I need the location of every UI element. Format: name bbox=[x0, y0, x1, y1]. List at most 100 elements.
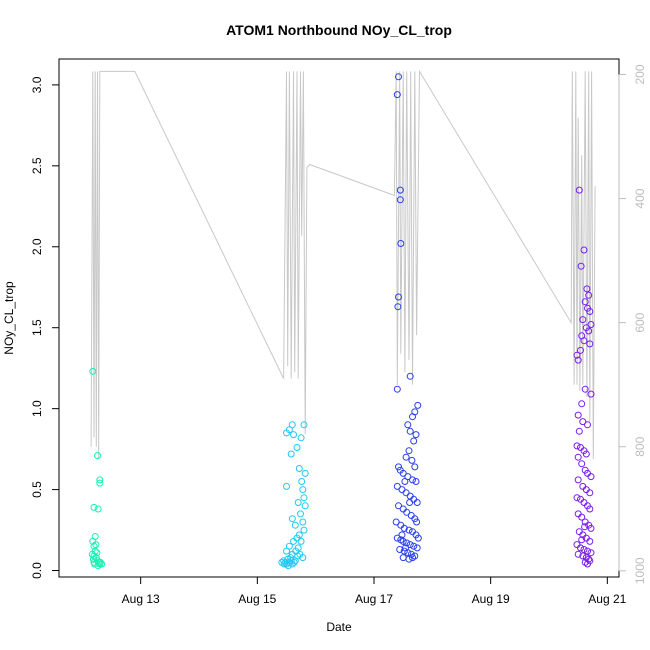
data-point-series-4 bbox=[585, 291, 593, 299]
data-point-series-3 bbox=[394, 303, 402, 311]
data-point-series-3 bbox=[405, 555, 413, 563]
data-point-series-2 bbox=[294, 552, 302, 560]
data-point-series-2 bbox=[301, 502, 309, 510]
data-point-series-2 bbox=[299, 518, 307, 526]
y-axis-label: NOy_CL_trop bbox=[2, 281, 16, 355]
data-point-series-4 bbox=[580, 337, 588, 345]
y-tick-label: 0.0 bbox=[30, 562, 44, 579]
data-point-series-2 bbox=[287, 450, 295, 458]
data-point-series-3 bbox=[414, 534, 422, 542]
y-tick-label: 1.0 bbox=[30, 400, 44, 417]
data-point-series-3 bbox=[402, 544, 409, 552]
data-point-series-3 bbox=[412, 478, 420, 485]
data-point-series-4 bbox=[586, 308, 594, 315]
data-point-series-1 bbox=[94, 562, 102, 570]
right-axis-tick-label: 200 bbox=[633, 64, 647, 84]
right-axis-tick-label: 400 bbox=[633, 188, 647, 208]
y-tick-label: 2.0 bbox=[30, 238, 44, 255]
pressure-trace-layer bbox=[90, 69, 596, 460]
data-point-series-2 bbox=[284, 562, 292, 570]
data-point-series-3 bbox=[404, 421, 412, 429]
data-point-series-2 bbox=[301, 469, 309, 477]
data-point-series-1 bbox=[88, 550, 96, 558]
data-point-series-4 bbox=[573, 494, 581, 502]
data-point-series-4 bbox=[579, 552, 587, 560]
data-point-series-2 bbox=[294, 544, 302, 552]
data-point-series-3 bbox=[410, 437, 418, 445]
data-point-series-2 bbox=[288, 421, 296, 429]
data-point-series-2 bbox=[298, 478, 306, 485]
data-point-series-3 bbox=[411, 515, 419, 523]
right-axis-tick-label: 600 bbox=[633, 312, 647, 332]
data-point-series-3 bbox=[406, 372, 414, 380]
data-point-series-3 bbox=[392, 518, 400, 526]
data-point-series-4 bbox=[584, 421, 591, 429]
data-point-series-4 bbox=[586, 537, 594, 545]
data-point-series-2 bbox=[287, 554, 295, 562]
data-point-series-3 bbox=[395, 463, 402, 471]
data-point-series-4 bbox=[573, 541, 581, 549]
data-point-series-4 bbox=[584, 560, 591, 568]
data-point-series-4 bbox=[574, 356, 582, 364]
data-point-series-4 bbox=[586, 340, 594, 348]
data-point-series-2 bbox=[290, 558, 298, 566]
data-points-layer bbox=[88, 73, 595, 570]
plot-frame bbox=[58, 58, 620, 578]
data-point-series-4 bbox=[579, 418, 587, 426]
data-point-series-4 bbox=[581, 523, 589, 531]
data-point-series-3 bbox=[406, 541, 414, 549]
data-point-series-3 bbox=[397, 240, 405, 247]
data-point-series-1 bbox=[92, 541, 100, 549]
data-point-series-2 bbox=[288, 515, 296, 523]
data-point-series-4 bbox=[587, 390, 595, 398]
data-point-series-3 bbox=[396, 196, 404, 204]
data-point-series-3 bbox=[413, 544, 421, 552]
data-point-series-2 bbox=[294, 499, 302, 506]
data-point-series-4 bbox=[577, 262, 585, 270]
data-point-series-3 bbox=[395, 293, 402, 301]
data-point-series-4 bbox=[580, 246, 588, 254]
data-point-series-4 bbox=[587, 473, 595, 481]
x-tick-label: Aug 21 bbox=[588, 592, 626, 606]
data-point-series-4 bbox=[578, 513, 586, 521]
x-tick-label: Aug 19 bbox=[472, 592, 510, 606]
data-point-series-1 bbox=[90, 503, 98, 511]
data-point-series-3 bbox=[395, 73, 402, 81]
right-axis-tick-label: 1000 bbox=[633, 557, 647, 584]
data-point-series-1 bbox=[94, 452, 101, 460]
data-point-series-3 bbox=[395, 502, 402, 510]
data-point-series-3 bbox=[413, 518, 421, 526]
x-tick-label: Aug 17 bbox=[355, 592, 393, 606]
data-point-series-3 bbox=[409, 413, 416, 421]
data-point-series-1 bbox=[98, 560, 106, 568]
data-point-series-4 bbox=[574, 453, 582, 461]
chart-title: ATOM1 Northbound NOy_CL_trop bbox=[226, 22, 452, 38]
data-point-series-3 bbox=[399, 505, 407, 513]
data-point-series-4 bbox=[575, 186, 583, 194]
data-point-series-4 bbox=[586, 505, 594, 513]
data-point-series-3 bbox=[409, 476, 416, 484]
data-point-series-1 bbox=[89, 367, 97, 375]
data-point-series-2 bbox=[300, 421, 308, 429]
data-point-series-4 bbox=[586, 489, 594, 497]
data-point-series-2 bbox=[295, 465, 303, 472]
data-point-series-4 bbox=[587, 549, 595, 557]
data-point-series-4 bbox=[573, 351, 581, 359]
data-point-series-4 bbox=[585, 327, 593, 335]
data-point-series-3 bbox=[399, 554, 407, 562]
data-point-series-2 bbox=[280, 560, 288, 568]
data-point-series-4 bbox=[574, 550, 582, 558]
data-point-series-4 bbox=[577, 346, 584, 354]
data-point-series-4 bbox=[581, 298, 589, 306]
data-point-series-2 bbox=[291, 521, 299, 529]
y-tick-label: 3.0 bbox=[30, 76, 44, 93]
data-point-series-1 bbox=[96, 476, 104, 484]
data-point-series-2 bbox=[283, 482, 290, 490]
right-axis-tick-label: 800 bbox=[633, 436, 647, 456]
data-point-series-4 bbox=[578, 536, 586, 544]
data-point-series-1 bbox=[91, 533, 99, 540]
pressure-line bbox=[90, 69, 596, 460]
data-point-series-4 bbox=[584, 547, 591, 555]
